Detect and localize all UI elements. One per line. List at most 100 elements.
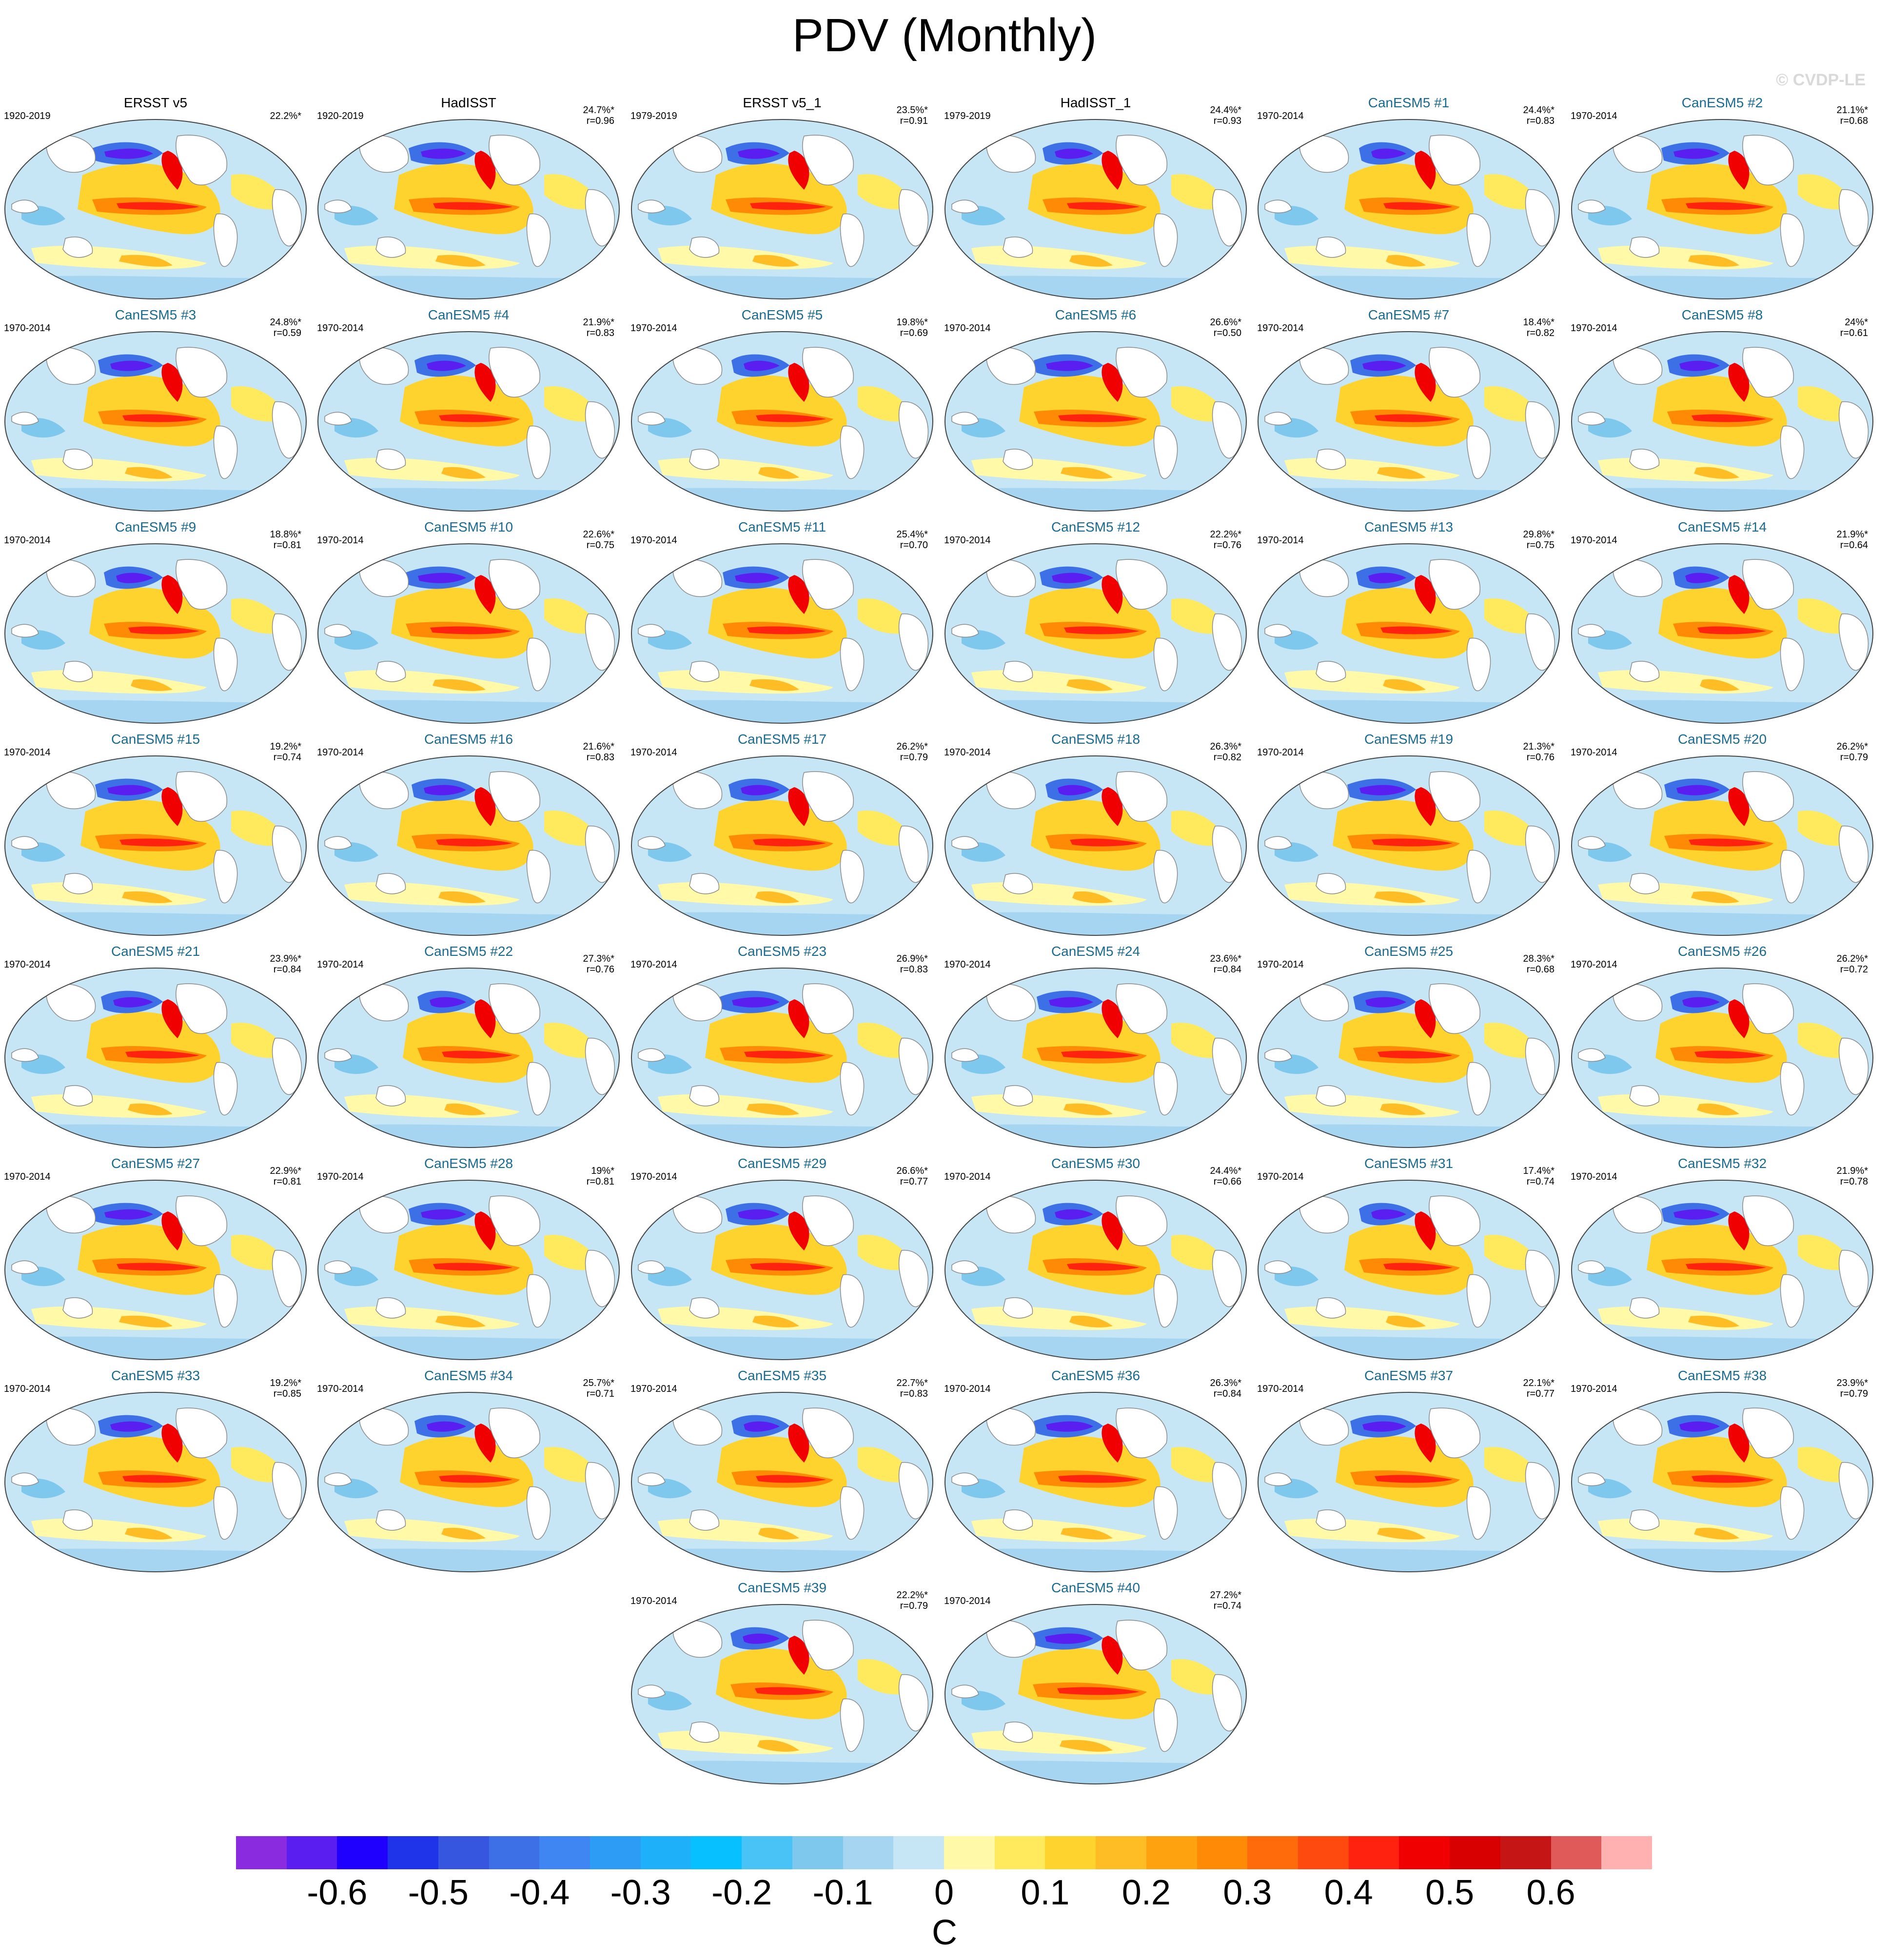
map-panel-34: CanESM5 #30 1970-2014 24.4%* r=0.66 [940, 1156, 1251, 1361]
warm-pattern-south-pacific [1069, 1315, 1113, 1327]
warm-pattern-core [1375, 414, 1453, 422]
sst-map [1258, 1180, 1560, 1360]
landmass-maritime-continent [638, 199, 666, 214]
warm-pattern-south-pacific [755, 891, 799, 903]
landmass-australia [1629, 449, 1660, 470]
map-boundary [4, 1180, 307, 1360]
landmass-maritime-continent [11, 624, 39, 638]
warm-pattern-core [1686, 202, 1766, 210]
landmass-south-america [840, 1698, 865, 1752]
panel-correlation: r=0.82 [1213, 752, 1241, 763]
landmass-asia [46, 135, 96, 173]
landmass-australia [689, 1509, 720, 1531]
panel-period: 1970-2014 [1571, 1171, 1617, 1182]
panel-title: HadISST [441, 95, 496, 110]
warm-pattern-south-pacific [1383, 679, 1426, 691]
panel-percent-variance: 21.9%* [583, 317, 615, 328]
panel-title: CanESM5 #10 [424, 519, 513, 535]
map-panel-3: ERSST v5_1 1979-2019 23.5%* r=0.91 [627, 95, 938, 300]
warm-pattern-coast [161, 787, 183, 826]
landmass-south-america [840, 213, 865, 267]
warm-pattern-south-pacific [1060, 1740, 1113, 1752]
landmass-africa [1212, 401, 1242, 459]
cold-pattern-core [1055, 1209, 1093, 1220]
landmass-africa [1212, 1674, 1242, 1732]
warm-pattern-south-pacific [441, 467, 486, 479]
map-panel-17: CanESM5 #13 1970-2014 29.8%* r=0.75 [1253, 519, 1564, 724]
cold-pattern-core [1673, 1209, 1720, 1220]
landmass-asia [1613, 771, 1663, 810]
warm-pattern-coast [788, 1211, 809, 1250]
landmass-asia [1299, 1195, 1349, 1234]
sst-map [1571, 543, 1873, 724]
panel-correlation: r=0.81 [273, 540, 301, 551]
cold-pattern-core [738, 1209, 780, 1220]
warm-pattern-core [122, 1475, 199, 1483]
colorbar-swatch [1348, 1836, 1399, 1869]
panel-title: CanESM5 #11 [738, 519, 826, 535]
landmass-south-america [213, 1486, 238, 1540]
colorbar-swatch [1096, 1836, 1147, 1869]
landmass-north-america [1742, 559, 1794, 610]
panel-correlation: r=0.72 [1840, 964, 1868, 975]
landmass-australia [689, 237, 720, 258]
panel-period: 1970-2014 [1257, 323, 1304, 334]
landmass-south-america [213, 850, 238, 904]
sst-map [944, 755, 1247, 936]
colorbar-tick-label: 0 [934, 1873, 954, 1912]
map-panel-13: CanESM5 #9 1970-2014 18.8%* r=0.81 [0, 519, 311, 724]
warm-pattern-core [1383, 1263, 1453, 1271]
sst-map [944, 1180, 1247, 1360]
landmass-africa [1525, 1462, 1555, 1520]
landmass-north-america [176, 135, 227, 186]
landmass-africa [1525, 1038, 1555, 1095]
warm-pattern-south-pacific [747, 1103, 799, 1115]
landmass-maritime-continent [1264, 1260, 1292, 1274]
panel-period: 1970-2014 [4, 323, 51, 334]
panel-title: CanESM5 #36 [1051, 1368, 1141, 1383]
panel-period: 1970-2014 [1257, 111, 1304, 121]
landmass-asia [672, 1407, 723, 1446]
landmass-asia [1299, 771, 1349, 810]
landmass-south-america [1153, 1486, 1178, 1540]
landmass-north-america [176, 771, 227, 822]
landmass-south-america [1780, 637, 1805, 692]
copyright-label: © CVDP-LE [1776, 71, 1866, 89]
warm-pattern-core [1067, 1263, 1140, 1271]
landmass-south-america [526, 637, 551, 692]
panel-correlation: r=0.74 [1213, 1601, 1241, 1611]
map-boundary [944, 331, 1247, 512]
cool-pattern-southern-ocean [12, 1548, 304, 1572]
cool-pattern-southern-ocean [1578, 700, 1871, 723]
colorbar-swatch [1146, 1836, 1198, 1869]
panel-title: CanESM5 #30 [1051, 1156, 1141, 1171]
landmass-africa [585, 189, 615, 247]
warm-pattern-coast [474, 787, 496, 826]
warm-pattern-south-pacific [1063, 1103, 1113, 1115]
landmass-maritime-continent [324, 1048, 352, 1062]
colorbar-swatch [742, 1836, 793, 1869]
map-panel-8: CanESM5 #4 1970-2014 21.9%* r=0.83 [313, 307, 624, 512]
warm-pattern-core [439, 414, 512, 422]
warm-pattern-coast [788, 999, 809, 1038]
panel-period: 1970-2014 [944, 747, 991, 758]
colorbar [236, 1836, 1653, 1869]
warm-pattern-core [1697, 626, 1766, 634]
map-boundary [1571, 119, 1873, 299]
landmass-asia [672, 1620, 723, 1658]
sst-map [1258, 331, 1560, 512]
cold-pattern-core [418, 573, 466, 583]
landmass-australia [375, 1509, 406, 1531]
sst-map [631, 1392, 933, 1572]
panel-title: ERSST v5_1 [743, 95, 822, 110]
cool-pattern-southern-ocean [325, 1124, 617, 1148]
landmass-north-america [489, 1195, 540, 1247]
warm-pattern-core [436, 838, 512, 847]
landmass-asia [1299, 1407, 1349, 1446]
warm-pattern-core [750, 1263, 826, 1271]
landmass-maritime-continent [11, 1048, 39, 1062]
panel-period: 1970-2014 [630, 747, 677, 758]
landmass-maritime-continent [324, 836, 352, 850]
landmass-australia [1316, 449, 1346, 470]
warm-pattern-coast [474, 363, 496, 402]
